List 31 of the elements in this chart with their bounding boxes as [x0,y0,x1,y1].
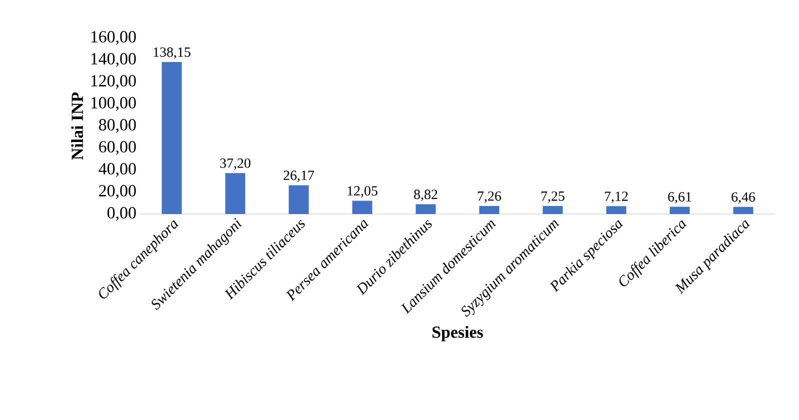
bar [416,204,436,214]
y-tick-label: 40,00 [98,163,136,177]
y-tick-label: 80,00 [99,119,136,133]
data-label: 8,82 [414,190,438,202]
bar [606,206,626,214]
x-axis-title: Spesies [432,326,483,342]
y-tick-label: 160,00 [91,31,136,45]
y-axis-title: Nilai INP [71,92,84,160]
y-tick-label: 100,00 [91,97,136,111]
data-label: 6,46 [732,192,756,204]
bar [479,206,500,214]
data-label: 138,15 [154,47,190,59]
y-tick-label: 0,00 [107,207,136,221]
data-label: 7,26 [478,191,502,203]
y-tick-label: 20,00 [99,185,136,199]
bar [352,200,372,214]
bar [733,206,754,214]
bar [225,173,246,214]
y-tick-label: 120,00 [91,75,136,89]
y-tick-label: 140,00 [91,53,136,67]
bar [288,185,309,214]
bar [162,62,182,214]
data-label: 12,05 [348,186,378,198]
bar [542,206,563,214]
data-label: 26,17 [284,170,314,182]
data-label: 7,25 [541,191,564,203]
bar [670,206,690,214]
y-tick-label: 60,00 [99,141,136,155]
data-label: 37,20 [220,158,250,170]
data-label: 6,61 [668,192,692,204]
data-label: 7,12 [604,192,628,203]
